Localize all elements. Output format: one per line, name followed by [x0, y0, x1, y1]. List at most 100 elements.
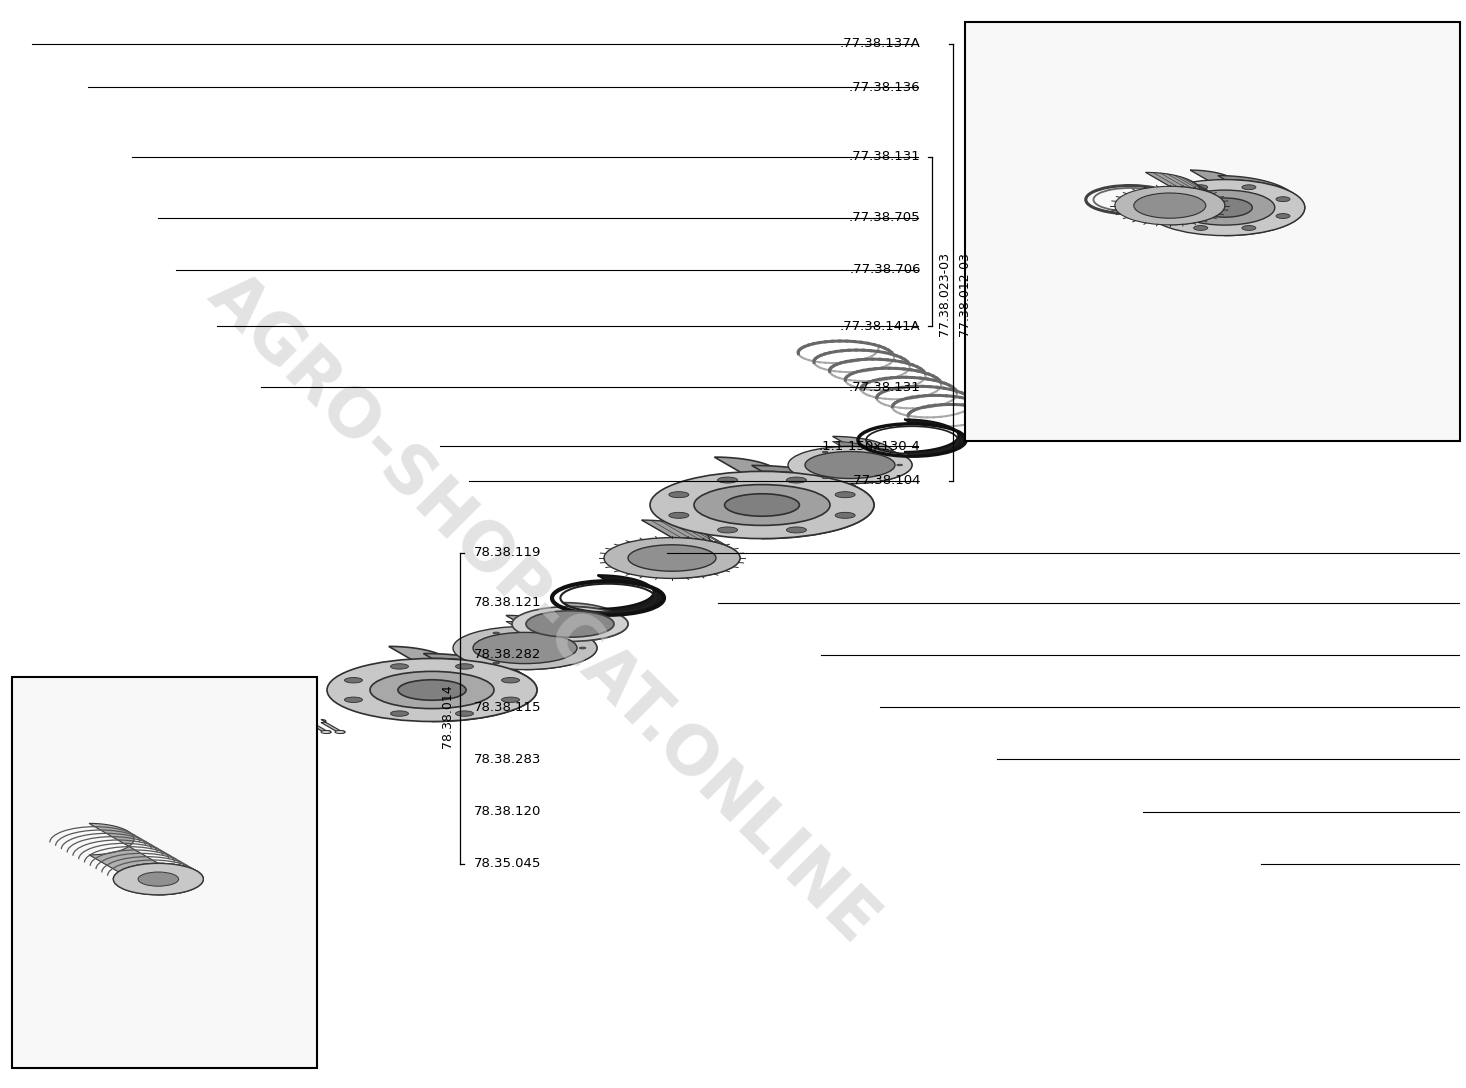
Ellipse shape [345, 678, 362, 683]
Ellipse shape [822, 452, 828, 453]
Ellipse shape [501, 678, 519, 683]
Polygon shape [191, 771, 262, 815]
Ellipse shape [526, 610, 614, 638]
Polygon shape [506, 616, 597, 669]
Ellipse shape [604, 537, 740, 579]
Ellipse shape [836, 512, 855, 518]
Ellipse shape [717, 477, 737, 483]
Text: .77.38.705: .77.38.705 [849, 211, 921, 224]
Ellipse shape [789, 446, 912, 483]
Ellipse shape [1133, 193, 1207, 219]
Polygon shape [752, 466, 874, 539]
Polygon shape [714, 457, 830, 526]
Ellipse shape [321, 730, 331, 733]
Ellipse shape [897, 465, 903, 466]
Text: 78.38.014: 78.38.014 [441, 684, 453, 747]
Text: 78.38.121: 78.38.121 [474, 596, 541, 609]
Polygon shape [642, 520, 740, 579]
Ellipse shape [113, 864, 204, 894]
Text: .77.38.706: .77.38.706 [849, 263, 921, 276]
Text: .77.38.141A: .77.38.141A [840, 320, 921, 333]
Polygon shape [424, 654, 537, 721]
Text: 78.38.283: 78.38.283 [474, 753, 541, 766]
Text: .77.38.131: .77.38.131 [849, 150, 921, 163]
Ellipse shape [185, 813, 191, 815]
Text: 77.38.023-03: 77.38.023-03 [938, 251, 950, 336]
Ellipse shape [456, 664, 474, 669]
Ellipse shape [668, 492, 689, 497]
Polygon shape [1218, 175, 1305, 236]
Ellipse shape [456, 710, 474, 716]
Ellipse shape [185, 784, 191, 787]
Text: .77.38.136: .77.38.136 [849, 81, 921, 94]
Text: 78.38.120: 78.38.120 [474, 805, 541, 818]
Ellipse shape [474, 632, 578, 664]
Ellipse shape [369, 671, 494, 708]
Ellipse shape [147, 780, 283, 820]
Polygon shape [321, 719, 345, 733]
Ellipse shape [336, 730, 345, 733]
Ellipse shape [1208, 259, 1312, 290]
Polygon shape [1209, 231, 1312, 290]
Polygon shape [833, 436, 912, 483]
Polygon shape [1145, 172, 1224, 225]
Ellipse shape [786, 527, 806, 533]
Ellipse shape [1275, 197, 1290, 201]
Ellipse shape [786, 477, 806, 483]
Ellipse shape [805, 452, 896, 479]
Ellipse shape [649, 471, 874, 539]
Ellipse shape [493, 662, 500, 664]
Ellipse shape [267, 799, 273, 801]
Ellipse shape [138, 871, 179, 887]
Bar [12, 677, 317, 1068]
Ellipse shape [512, 607, 627, 642]
Polygon shape [1190, 170, 1275, 225]
Text: .1.1-150x130-4: .1.1-150x130-4 [819, 440, 921, 453]
Ellipse shape [113, 864, 204, 894]
Text: 78.38.282: 78.38.282 [474, 648, 541, 662]
Text: 78.38.119: 78.38.119 [474, 546, 541, 559]
Ellipse shape [327, 658, 537, 721]
Ellipse shape [1193, 225, 1208, 231]
Polygon shape [191, 766, 283, 820]
Polygon shape [388, 646, 494, 708]
Polygon shape [598, 576, 664, 615]
Polygon shape [563, 603, 627, 642]
Bar [965, 22, 1460, 441]
Ellipse shape [390, 710, 409, 716]
Text: 78.35.045: 78.35.045 [474, 857, 541, 870]
Ellipse shape [501, 697, 519, 703]
Ellipse shape [397, 680, 466, 701]
Ellipse shape [693, 484, 830, 526]
Ellipse shape [1145, 180, 1305, 236]
Ellipse shape [717, 527, 737, 533]
Ellipse shape [167, 786, 262, 815]
Ellipse shape [1114, 186, 1224, 225]
Ellipse shape [493, 632, 500, 634]
Ellipse shape [1275, 213, 1290, 219]
Text: AGRO-SHOP-CAT.ONLINE: AGRO-SHOP-CAT.ONLINE [195, 262, 890, 956]
Text: .77.38.137A: .77.38.137A [840, 37, 921, 50]
Polygon shape [1209, 226, 1281, 270]
Ellipse shape [1174, 190, 1275, 225]
Ellipse shape [724, 494, 799, 516]
Ellipse shape [1193, 185, 1208, 189]
Polygon shape [506, 621, 578, 664]
Ellipse shape [345, 697, 362, 703]
Text: .77.38.104: .77.38.104 [849, 474, 921, 487]
Ellipse shape [1230, 265, 1290, 284]
Text: .77.38.131: .77.38.131 [849, 381, 921, 394]
Ellipse shape [1242, 185, 1256, 189]
Ellipse shape [1242, 225, 1256, 231]
Ellipse shape [579, 647, 586, 648]
Polygon shape [905, 419, 966, 456]
Polygon shape [306, 719, 331, 733]
Ellipse shape [836, 492, 855, 497]
Ellipse shape [390, 664, 409, 669]
Polygon shape [89, 824, 204, 894]
Ellipse shape [1198, 198, 1252, 218]
Polygon shape [833, 442, 894, 479]
Ellipse shape [627, 545, 715, 571]
Ellipse shape [453, 627, 597, 669]
Ellipse shape [668, 512, 689, 518]
